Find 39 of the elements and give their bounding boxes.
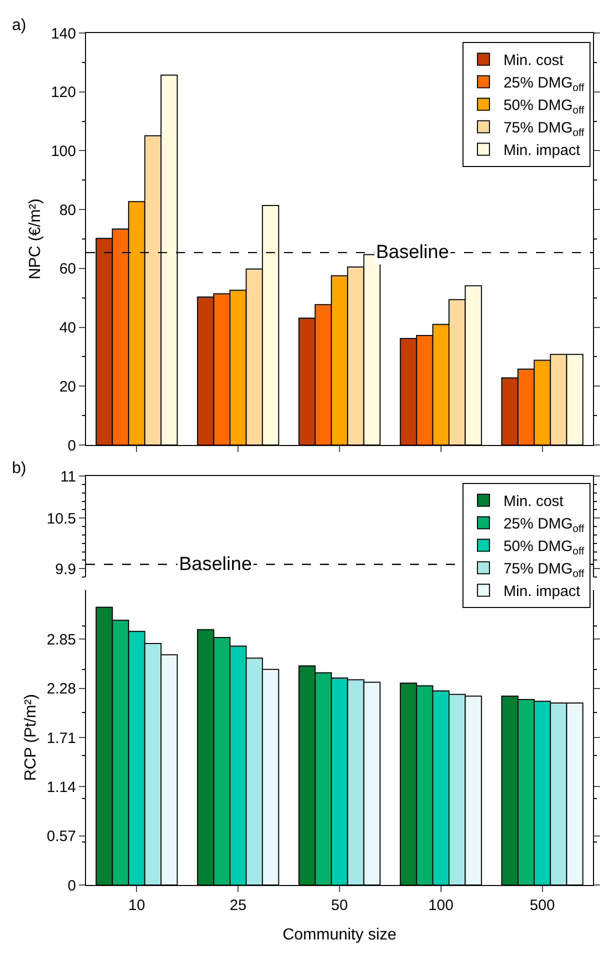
legend-label: 25% DMG$_{off}$ xyxy=(503,516,584,535)
y-tick-label: 0 xyxy=(68,877,76,894)
y-tick-label: 1.14 xyxy=(46,778,76,796)
legend-label: Min. impact xyxy=(503,142,581,160)
y-tick-label: 11 xyxy=(60,468,76,486)
x-tick-label: 100 xyxy=(428,897,454,914)
legend-label: 50% DMG$_{off}$ xyxy=(503,97,584,116)
x-axis-title: Community size xyxy=(282,926,396,944)
y-tick-label: 0.57 xyxy=(46,828,76,846)
x-tick-label: 25 xyxy=(230,897,246,914)
y-tick-label: 120 xyxy=(50,84,76,102)
legend-label: Min. cost xyxy=(503,52,564,70)
y-tick-label: 80 xyxy=(59,202,76,219)
text: a) xyxy=(12,17,26,34)
legend-label: Min. impact xyxy=(503,583,581,600)
y-tick-label: 140 xyxy=(50,25,76,42)
x-tick-label: 500 xyxy=(530,897,555,914)
y-axis-title: RCP (Pt/m²) xyxy=(22,694,40,781)
text: b) xyxy=(12,460,26,477)
legend-label: 75% DMG$_{off}$ xyxy=(503,560,584,580)
legend-label: 50% DMG$_{off}$ xyxy=(503,538,584,558)
y-tick-label: 2.28 xyxy=(46,680,76,698)
y-tick-label: 20 xyxy=(59,378,76,396)
y-axis-title: NPC (€/m²) xyxy=(26,198,44,280)
y-tick-label: 2.85 xyxy=(46,631,76,648)
y-tick-label: 40 xyxy=(59,320,76,337)
ref-line-label: Baseline xyxy=(376,242,449,263)
legend-label: 25% DMG$_{off}$ xyxy=(503,74,584,94)
y-tick-label: 10.5 xyxy=(46,510,76,528)
ref-line-label: Baseline xyxy=(179,554,252,575)
x-tick-label: 10 xyxy=(128,897,146,914)
y-tick-label: 100 xyxy=(50,142,76,160)
x-tick-label: 50 xyxy=(331,897,348,914)
y-tick-label: 1.71 xyxy=(46,730,76,747)
y-tick-label: 60 xyxy=(59,260,76,278)
legend-label: Min. cost xyxy=(503,493,564,510)
y-tick-label: 9.9 xyxy=(55,560,76,578)
legend-label: 75% DMG$_{off}$ xyxy=(503,120,584,139)
y-tick-label: 0 xyxy=(68,437,76,454)
